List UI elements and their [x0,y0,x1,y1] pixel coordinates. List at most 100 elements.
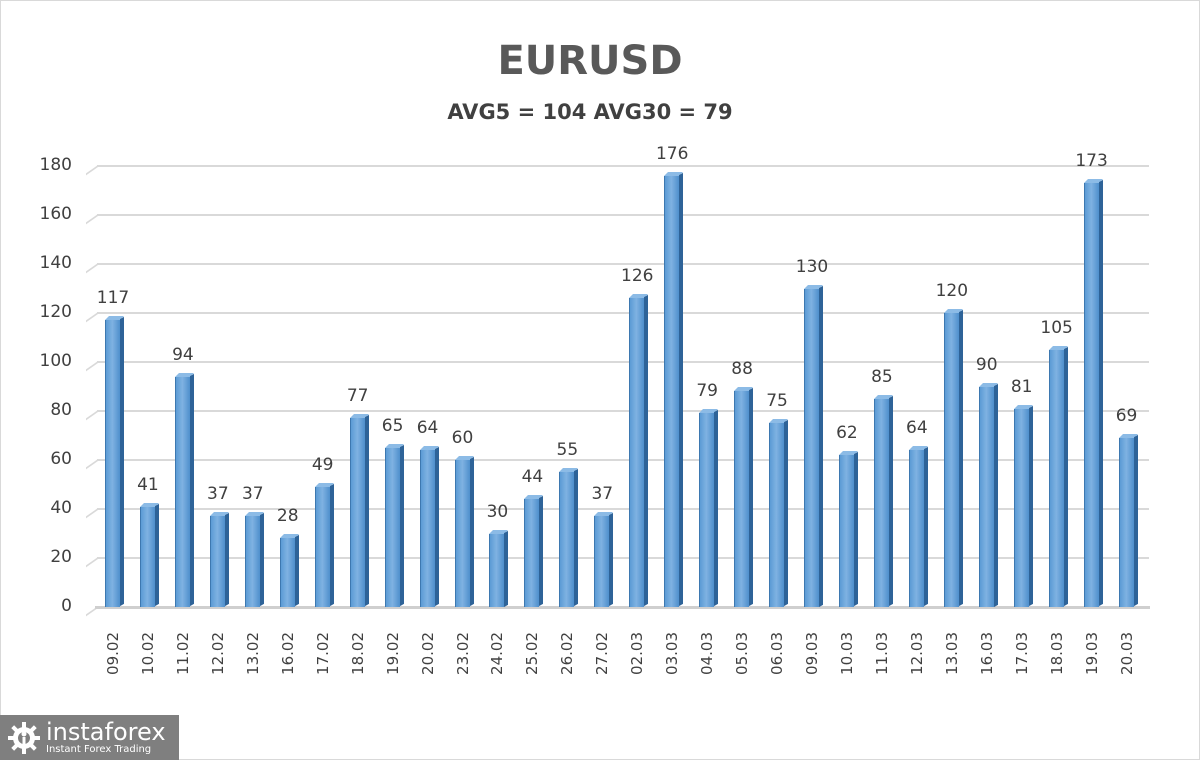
bar [454,460,470,607]
chart-subtitle: AVG5 = 104 AVG30 = 79 [447,100,733,124]
bar [1118,437,1134,607]
bar [105,320,120,607]
logo-name: instaforex [46,718,166,746]
gear-person-icon [8,721,40,754]
data-label: 130 [795,256,829,277]
y-tick-label: 40 [50,498,72,518]
x-tick-label: 16.03 [977,632,996,675]
y-tick-label: 80 [50,400,72,420]
data-label: 85 [871,366,893,387]
data-label: 94 [172,344,194,365]
y-tick-label: 160 [39,204,72,224]
bar [594,516,610,607]
y-tick-label: 100 [39,351,72,371]
x-tick-label: 23.02 [453,632,472,675]
gridline-cap [86,410,98,421]
gridline [97,165,1149,167]
x-tick-label: 25.02 [523,632,542,675]
gridline-cap [86,165,98,176]
data-label: 41 [137,474,159,495]
data-label: 176 [655,143,689,164]
y-tick-label: 60 [50,449,72,469]
gridline [97,263,1149,265]
gridline-cap [86,312,98,323]
x-tick-label: 10.03 [837,632,856,675]
y-tick-label: 20 [50,547,72,567]
y-tick-label: 140 [39,253,72,273]
bar [559,472,575,607]
x-tick-label: 19.03 [1082,632,1101,675]
data-label: 55 [556,440,579,461]
x-tick-label: 13.03 [942,632,961,675]
data-label: 65 [381,415,404,436]
x-tick-label: 18.03 [1047,632,1066,675]
x-tick-label: 09.03 [803,632,821,675]
bar [734,391,750,607]
x-axis-line [95,606,1150,609]
data-label: 37 [591,484,614,505]
gridline [97,361,1149,363]
bar [908,450,924,607]
bar [769,423,785,607]
data-label: 44 [521,467,544,488]
data-label: 88 [731,359,753,380]
bar [489,533,505,607]
bar [699,413,715,607]
data-label: 60 [451,428,474,448]
y-tick-label: 180 [39,155,72,175]
bar [209,516,225,607]
data-label: 77 [346,386,369,407]
x-tick-label: 19.02 [383,632,402,675]
bar [349,418,365,607]
y-tick-label: 120 [39,302,72,322]
data-label: 117 [96,288,130,309]
data-label: 69 [1115,405,1138,426]
gridline [97,410,1149,412]
x-tick-label: 03.03 [663,632,682,675]
bar [174,376,190,607]
data-label: 120 [935,281,969,301]
bar [384,447,400,607]
gridline [97,214,1149,216]
bar [1083,183,1099,607]
bar [419,450,435,607]
x-tick-label: 24.02 [488,632,507,675]
gridline [97,459,1149,461]
gridline-cap [86,263,98,274]
x-tick-label: 11.02 [173,632,192,675]
bar [1013,408,1029,607]
data-label: 64 [416,418,439,439]
bar [244,516,260,607]
gridline-cap [86,361,98,372]
x-tick-label: 06.03 [768,632,787,675]
data-label: 79 [696,381,718,402]
x-tick-label: 10.02 [138,632,157,675]
data-label: 37 [241,484,264,505]
gridline-cap [86,459,98,470]
data-label: 64 [906,418,928,439]
x-tick-label: 27.02 [593,632,612,675]
x-tick-label: 12.03 [907,632,926,675]
chart-title: EURUSD [497,38,683,84]
bar [1048,349,1064,607]
y-tick-label: 0 [61,596,72,616]
data-label: 62 [836,423,858,444]
bar [943,313,959,607]
x-tick-label: 18.02 [348,632,367,675]
logo-tagline: Instant Forex Trading [46,744,152,755]
bar [873,398,889,607]
x-tick-label: 11.03 [872,632,891,675]
gridline-cap [86,557,98,568]
x-tick-label: 17.03 [1012,632,1031,675]
x-tick-label: 05.03 [733,632,752,675]
x-tick-label: 20.03 [1117,632,1136,675]
x-tick-label: 04.03 [698,632,717,675]
data-label: 49 [311,454,334,475]
data-label: 37 [207,484,229,505]
x-tick-label: 20.02 [418,632,437,675]
bar [629,298,645,607]
gridline-cap [86,214,98,225]
x-tick-label: 26.02 [558,632,577,675]
